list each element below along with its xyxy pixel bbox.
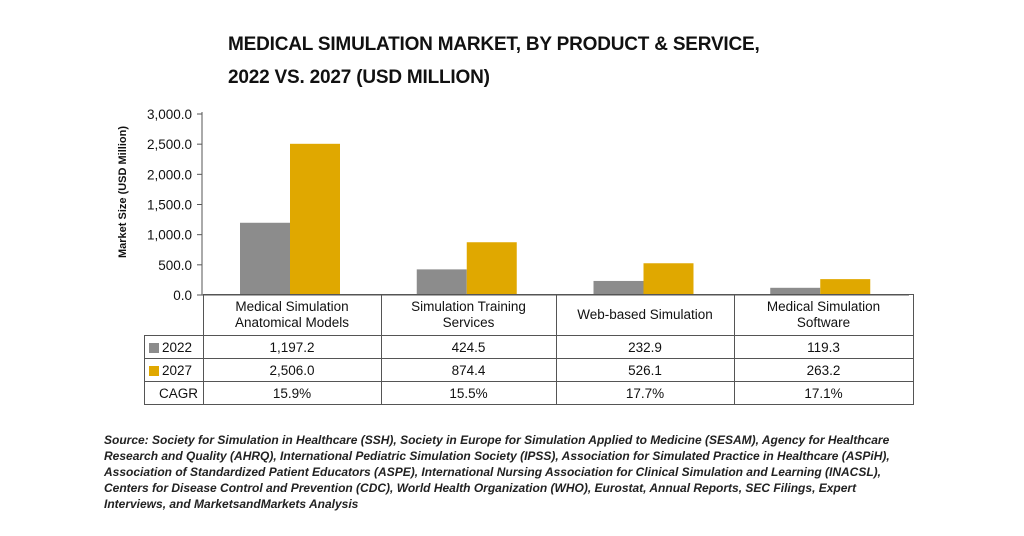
bar-2022	[593, 280, 644, 295]
table-cell: 526.1	[555, 358, 735, 382]
category-label-line: Services	[442, 315, 495, 330]
table-cell: 2,506.0	[202, 358, 382, 382]
table-cell: 17.7%	[555, 381, 735, 405]
table-cell: 15.5%	[380, 381, 557, 405]
category-header: Medical Simulation Software	[733, 294, 914, 336]
table-row-2027: 2027 2,506.0 874.4 526.1 263.2	[144, 358, 914, 382]
y-axis-title: Market Size (USD Million)	[117, 126, 129, 258]
table-row-2022: 2022 1,197.2 424.5 232.9 119.3	[144, 335, 914, 359]
bar-2027	[290, 143, 340, 295]
category-label-line: Simulation Training	[411, 299, 526, 314]
y-tick-label: 2,500.0	[147, 137, 192, 152]
bar-2022	[240, 222, 290, 295]
table-cell: 424.5	[380, 335, 557, 359]
category-label-line: Medical Simulation	[766, 299, 881, 314]
table-cell: 17.1%	[733, 381, 914, 405]
legend-swatch-2027	[149, 365, 159, 376]
table-cell: 263.2	[733, 358, 914, 382]
source-note: Source: Society for Simulation in Health…	[104, 433, 890, 511]
table-cell: 1,197.2	[202, 335, 382, 359]
bar-chart: 3,000.0 2,500.0 2,000.0 1,500.0 1,000.0 500.0…	[117, 107, 909, 300]
bar-series	[240, 143, 871, 295]
cagr-label: CAGR	[144, 381, 204, 405]
y-tick-label: 1,000.0	[147, 228, 192, 243]
y-tick-label: 3,000.0	[147, 107, 192, 122]
table-row-cagr: CAGR 15.9% 15.5% 17.7% 17.1%	[144, 381, 914, 405]
category-label-line: Anatomical Models	[234, 315, 350, 330]
bar-2027	[820, 279, 871, 295]
legend-entry-2027: 2027	[144, 358, 204, 382]
data-table: Medical Simulation Anatomical Models Sim…	[144, 294, 914, 405]
category-label-line: Software	[796, 315, 851, 330]
y-tick-label: 1,500.0	[147, 198, 192, 213]
legend-entry-2022: 2022	[144, 335, 204, 359]
chart-title: MEDICAL SIMULATION MARKET, BY PRODUCT & …	[228, 28, 760, 94]
legend-label: 2022	[162, 339, 193, 355]
category-header-row: Medical Simulation Anatomical Models Sim…	[144, 294, 914, 336]
category-header: Medical Simulation Anatomical Models	[202, 294, 382, 336]
chart-title-line-2: 2022 VS. 2027 (USD MILLION)	[228, 67, 490, 88]
bar-2022	[770, 287, 821, 295]
table-cell: 874.4	[380, 358, 557, 382]
y-tick-label: 500.0	[158, 258, 192, 273]
table-corner	[144, 294, 204, 336]
bar-2027	[466, 242, 517, 295]
y-tick-label: 2,000.0	[147, 167, 192, 182]
legend-label: 2027	[162, 362, 193, 378]
table-cell: 232.9	[555, 335, 735, 359]
chart-title-line-1: MEDICAL SIMULATION MARKET, BY PRODUCT & …	[228, 34, 760, 55]
category-header: Web-based Simulation	[555, 294, 735, 336]
table-cell: 119.3	[733, 335, 914, 359]
category-label-line: Web-based Simulation	[577, 307, 713, 322]
category-header: Simulation Training Services	[380, 294, 557, 336]
bar-2022	[416, 269, 467, 295]
table-cell: 15.9%	[202, 381, 382, 405]
legend-swatch-2022	[149, 342, 159, 353]
bar-2027	[643, 263, 694, 295]
category-label-line: Medical Simulation	[235, 299, 349, 314]
